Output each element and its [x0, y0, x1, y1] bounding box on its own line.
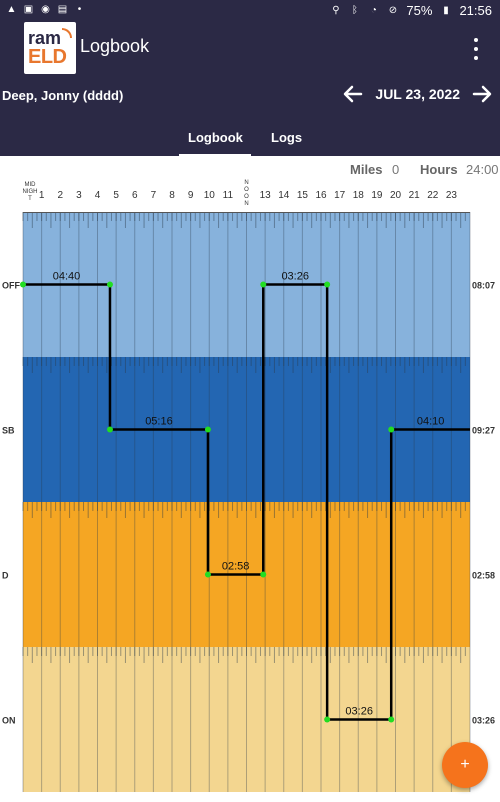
status-change-point [260, 572, 266, 578]
logo-eld-text: ELD [28, 46, 67, 69]
hour-label: 18 [353, 190, 364, 201]
app-bar: ram ELD Logbook Deep, Jonny (dddd) JUL 2… [0, 22, 500, 156]
logo-signal-icon [62, 28, 72, 38]
wifi-icon: ◔ [368, 5, 379, 16]
page-title: Logbook [80, 36, 149, 57]
status-change-point [205, 427, 211, 433]
app-logo: ram ELD [24, 22, 76, 74]
clock: 21:56 [459, 3, 492, 18]
status-change-point [107, 282, 113, 288]
hour-label: 13 [260, 190, 271, 201]
segment-duration-label: 02:58 [222, 561, 250, 573]
hours-value: 24:00 [466, 162, 499, 177]
hour-label: 19 [371, 190, 382, 201]
hour-label: 1 [39, 190, 45, 201]
miles-label: Miles [350, 162, 383, 177]
image-icon: ▣ [23, 4, 34, 15]
hour-label: 7 [151, 190, 157, 201]
date-navigator: JUL 23, 2022 [341, 82, 494, 106]
hour-label: 21 [409, 190, 420, 201]
status-change-point [107, 427, 113, 433]
next-day-icon[interactable] [470, 82, 494, 106]
hour-label: 8 [169, 190, 175, 201]
segment-duration-label: 03:26 [281, 271, 309, 283]
segment-duration-label: 04:10 [417, 416, 445, 428]
hour-label: 4 [95, 190, 101, 201]
active-tab-indicator [179, 154, 251, 156]
tab-logs[interactable]: Logs [271, 130, 302, 145]
segment-duration-label: 03:26 [345, 706, 373, 718]
card-icon: ▤ [57, 4, 68, 15]
notification-icons: ▲ ▣ ◉ ▤ • [6, 4, 85, 15]
band-label: OFF [2, 281, 20, 291]
location-icon: ⚲ [330, 5, 341, 16]
hour-label: 16 [315, 190, 326, 201]
hour-label: 2 [57, 190, 63, 201]
segment-duration-label: 04:40 [53, 271, 81, 283]
battery-percentage: 75% [406, 3, 432, 18]
band-total: 03:26 [472, 716, 495, 726]
status-change-point [388, 427, 394, 433]
duty-status-grid: OFF 08:07 SB 09:27 D 02:58 ON 03:26 04:40 05:16 02… [0, 212, 500, 802]
hour-label: 17 [334, 190, 345, 201]
android-icon: ◉ [40, 4, 51, 15]
top-border [23, 212, 470, 213]
hour-label: 3 [76, 190, 82, 201]
hour-label: 20 [390, 190, 401, 201]
overflow-menu-icon[interactable] [468, 38, 484, 60]
hour-label: 22 [427, 190, 438, 201]
tab-logbook[interactable]: Logbook [188, 130, 243, 145]
status-change-point [324, 717, 330, 723]
band-total: 02:58 [472, 571, 495, 581]
status-change-point [388, 717, 394, 723]
tab-bar: Logbook Logs [0, 122, 500, 156]
hour-label: 5 [113, 190, 119, 201]
dnd-icon: ⊘ [387, 5, 398, 16]
band-label: SB [2, 426, 15, 436]
stats-row: Miles 0 Hours 24:00 [0, 160, 500, 180]
bluetooth-icon: ᛒ [349, 5, 360, 16]
hour-label: 9 [188, 190, 194, 201]
hour-label: NOON [243, 180, 251, 208]
hours-label: Hours [420, 162, 458, 177]
status-change-point [20, 282, 26, 288]
battery-icon: ▮ [440, 5, 451, 16]
system-icons: ⚲ ᛒ ◔ ⊘ 75% ▮ 21:56 [330, 3, 492, 18]
band-label: ON [2, 716, 16, 726]
hour-label: 15 [297, 190, 308, 201]
miles-value: 0 [392, 162, 399, 177]
driver-name: Deep, Jonny (dddd) [2, 88, 123, 103]
dot-icon: • [74, 4, 85, 15]
band-total: 08:07 [472, 281, 495, 291]
status-bar: ▲ ▣ ◉ ▤ • ⚲ ᛒ ◔ ⊘ 75% ▮ 21:56 [0, 0, 500, 22]
warning-icon: ▲ [6, 4, 17, 15]
status-change-point [205, 572, 211, 578]
hour-label: 23 [446, 190, 457, 201]
hour-label: 11 [223, 190, 233, 201]
segment-duration-label: 05:16 [145, 416, 173, 428]
band-label: D [2, 571, 9, 581]
hour-label: MID NIGH T [21, 182, 39, 203]
hour-label: 6 [132, 190, 138, 201]
current-date[interactable]: JUL 23, 2022 [375, 86, 460, 102]
status-change-point [324, 282, 330, 288]
band-total: 09:27 [472, 426, 495, 436]
status-change-point [260, 282, 266, 288]
hour-label: 10 [204, 190, 215, 201]
hour-label: 14 [278, 190, 289, 201]
previous-day-icon[interactable] [341, 82, 365, 106]
add-button[interactable]: + [442, 742, 488, 788]
